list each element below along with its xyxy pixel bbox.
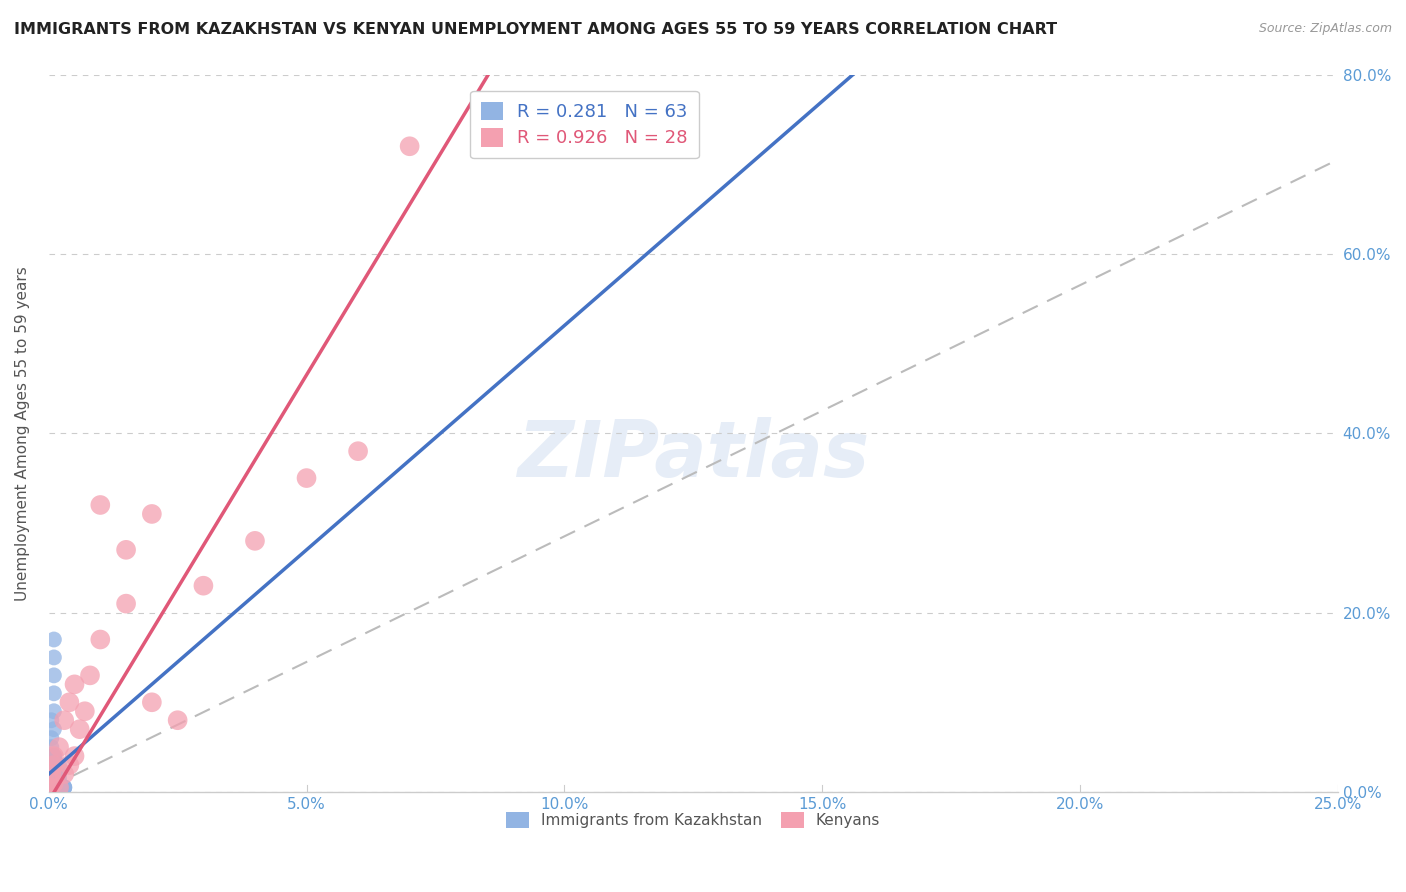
Point — [53, 780, 76, 795]
Point — [41, 713, 63, 727]
Point — [48, 780, 70, 795]
Point — [398, 139, 420, 153]
Point — [48, 740, 70, 755]
Point — [48, 780, 70, 795]
Point — [42, 758, 65, 772]
Point — [73, 704, 96, 718]
Point — [48, 780, 70, 795]
Point — [41, 780, 63, 795]
Point — [42, 758, 65, 772]
Point — [89, 498, 111, 512]
Point — [48, 780, 70, 795]
Point — [69, 722, 91, 736]
Y-axis label: Unemployment Among Ages 55 to 59 years: Unemployment Among Ages 55 to 59 years — [15, 266, 30, 600]
Point — [41, 780, 63, 795]
Text: IMMIGRANTS FROM KAZAKHSTAN VS KENYAN UNEMPLOYMENT AMONG AGES 55 TO 59 YEARS CORR: IMMIGRANTS FROM KAZAKHSTAN VS KENYAN UNE… — [14, 22, 1057, 37]
Point — [115, 542, 138, 557]
Point — [42, 749, 65, 764]
Point — [48, 780, 70, 795]
Point — [295, 471, 318, 485]
Point — [48, 780, 70, 795]
Point — [48, 780, 70, 795]
Text: Source: ZipAtlas.com: Source: ZipAtlas.com — [1258, 22, 1392, 36]
Point — [42, 767, 65, 781]
Point — [48, 780, 70, 795]
Point — [79, 668, 101, 682]
Point — [42, 758, 65, 772]
Point — [48, 780, 70, 795]
Point — [193, 579, 215, 593]
Point — [41, 780, 63, 795]
Point — [39, 780, 62, 795]
Point — [39, 780, 62, 795]
Point — [42, 632, 65, 647]
Point — [53, 713, 76, 727]
Point — [48, 772, 70, 786]
Point — [42, 776, 65, 790]
Point — [53, 780, 76, 795]
Point — [41, 780, 63, 795]
Point — [42, 776, 65, 790]
Point — [39, 780, 62, 795]
Point — [347, 444, 370, 458]
Point — [53, 780, 76, 795]
Point — [42, 767, 65, 781]
Point — [41, 780, 63, 795]
Point — [42, 780, 65, 795]
Point — [141, 507, 163, 521]
Point — [42, 650, 65, 665]
Point — [41, 780, 63, 795]
Point — [141, 695, 163, 709]
Point — [48, 780, 70, 795]
Point — [48, 767, 70, 781]
Point — [166, 713, 188, 727]
Point — [63, 749, 86, 764]
Point — [42, 767, 65, 781]
Point — [41, 767, 63, 781]
Point — [42, 776, 65, 790]
Point — [39, 780, 62, 795]
Point — [58, 758, 80, 772]
Point — [42, 749, 65, 764]
Point — [42, 749, 65, 764]
Point — [41, 780, 63, 795]
Point — [42, 722, 65, 736]
Point — [42, 780, 65, 795]
Point — [41, 731, 63, 746]
Point — [41, 780, 63, 795]
Point — [42, 780, 65, 795]
Point — [42, 767, 65, 781]
Point — [48, 780, 70, 795]
Point — [42, 780, 65, 795]
Point — [41, 780, 63, 795]
Point — [42, 749, 65, 764]
Point — [243, 533, 266, 548]
Point — [53, 780, 76, 795]
Point — [39, 780, 62, 795]
Point — [41, 740, 63, 755]
Point — [41, 780, 63, 795]
Point — [48, 780, 70, 795]
Point — [63, 677, 86, 691]
Point — [42, 704, 65, 718]
Point — [48, 780, 70, 795]
Point — [53, 767, 76, 781]
Point — [115, 597, 138, 611]
Point — [48, 758, 70, 772]
Point — [48, 776, 70, 790]
Point — [89, 632, 111, 647]
Point — [42, 767, 65, 781]
Point — [42, 668, 65, 682]
Point — [48, 780, 70, 795]
Point — [58, 695, 80, 709]
Point — [42, 758, 65, 772]
Legend: Immigrants from Kazakhstan, Kenyans: Immigrants from Kazakhstan, Kenyans — [501, 805, 886, 835]
Point — [42, 776, 65, 790]
Text: ZIPatlas: ZIPatlas — [517, 417, 869, 492]
Point — [42, 686, 65, 700]
Point — [42, 780, 65, 795]
